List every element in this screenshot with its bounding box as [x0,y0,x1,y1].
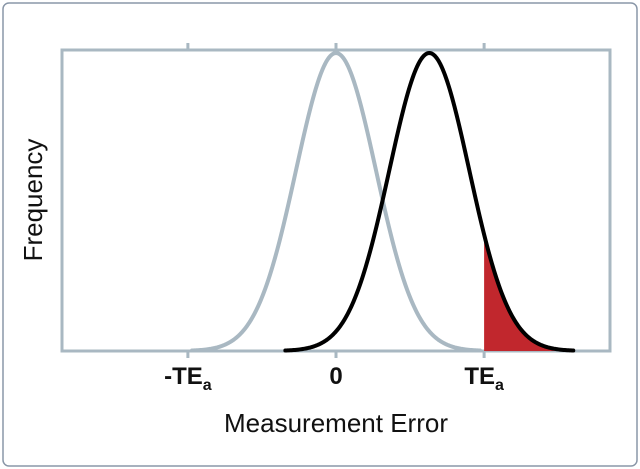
tick-label-subscript: a [203,377,212,394]
tick-label-main: TE [464,363,495,390]
ticks-layer: -TEa 0 TEa [164,43,504,394]
marks-layer [190,51,576,353]
distribution-curve-1 [190,51,482,353]
x-axis-title: Measurement Error [224,408,448,438]
tick-label-main: 0 [329,363,342,390]
distribution-curve-2 [283,51,576,353]
tick-label-subscript: a [495,377,504,394]
y-axis-title: Frequency [18,139,48,262]
x-tick-label-3: TEa [464,363,504,394]
x-tick-label-2: 0 [329,363,342,390]
tick-label-main: -TE [164,363,203,390]
shaded-tail-area-2 [484,234,574,351]
x-tick-label-1: -TEa [164,363,212,394]
